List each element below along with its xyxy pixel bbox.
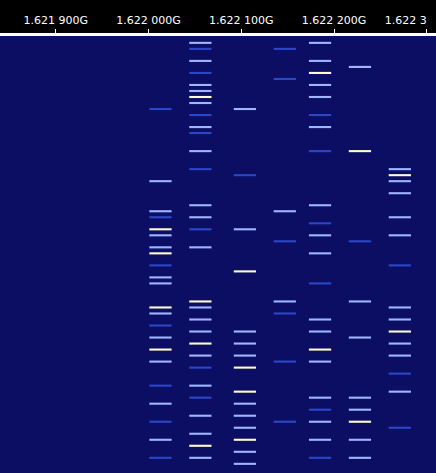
svg-text:1.622 3: 1.622 3 — [385, 14, 427, 27]
svg-text:1.622 000G: 1.622 000G — [116, 14, 181, 27]
svg-text:1.622 200G: 1.622 200G — [302, 14, 367, 27]
svg-text:1.622 100G: 1.622 100G — [209, 14, 274, 27]
svg-text:1.621 900G: 1.621 900G — [23, 14, 88, 27]
